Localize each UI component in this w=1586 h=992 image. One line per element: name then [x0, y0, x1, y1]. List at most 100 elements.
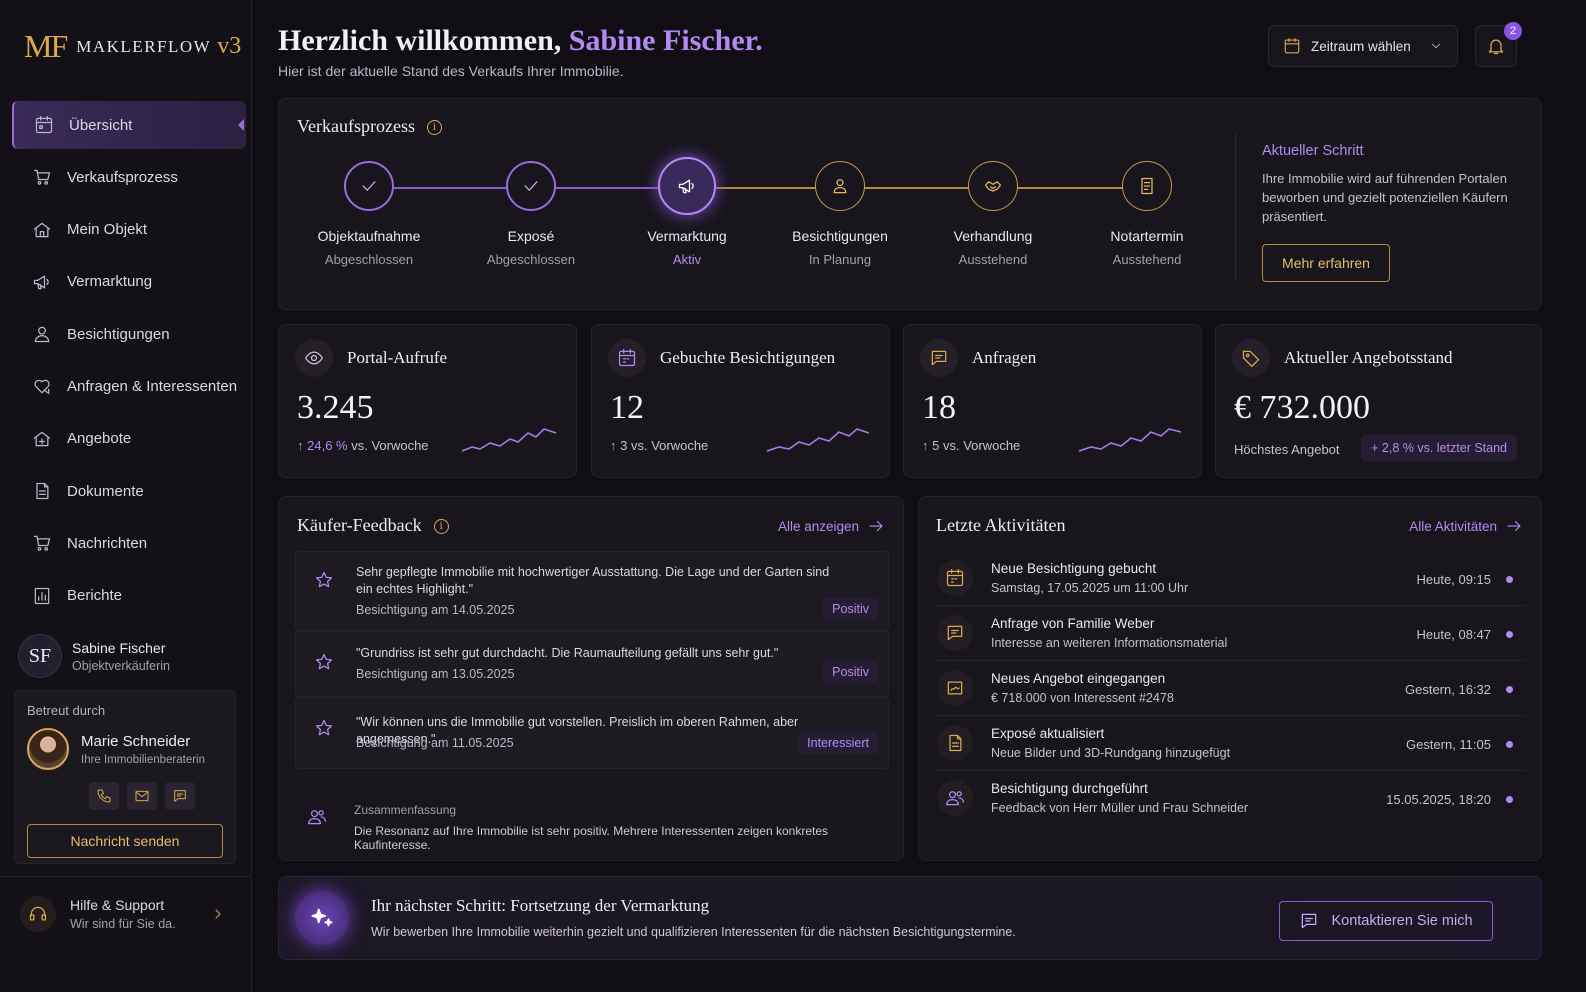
sidebar-item-anfragen[interactable]: Anfragen & Interessenten — [12, 362, 246, 410]
unread-dot — [1506, 576, 1513, 583]
calendar-icon — [608, 339, 646, 377]
activity-row[interactable]: Besichtigung durchgeführt Feedback von H… — [935, 771, 1527, 826]
kpi-value: 18 — [922, 389, 956, 426]
logo-mark: MF — [24, 28, 68, 64]
process-step[interactable]: Exposé Abgeschlossen — [451, 161, 611, 267]
unread-dot — [1506, 686, 1513, 693]
avatar: SF — [18, 634, 62, 678]
sidebar-item-uebersicht[interactable]: Übersicht — [12, 101, 246, 149]
megaphone-icon — [33, 275, 49, 290]
step-name: Notartermin — [1110, 228, 1184, 244]
notifications-button[interactable]: 2 — [1475, 22, 1522, 67]
divider — [1235, 131, 1236, 281]
feedback-item[interactable]: Sehr gepflegte Immobilie mit hochwertige… — [295, 551, 889, 631]
step-name: Vermarktung — [647, 228, 727, 244]
kpi-card-offer[interactable]: Aktueller Angebotsstand € 732.000 Höchst… — [1215, 324, 1542, 478]
sidebar-item-verkaufsprozess[interactable]: Verkaufsprozess — [12, 153, 246, 201]
chevron-down-icon — [1432, 43, 1440, 49]
kpi-badge: + 2,8 % vs. letzter Stand — [1361, 435, 1517, 461]
period-select[interactable]: Zeitraum wählen — [1268, 25, 1458, 67]
sidebar-item-vermarktung[interactable]: Vermarktung — [12, 258, 246, 306]
sidebar-item-berichte[interactable]: Berichte — [12, 572, 246, 620]
chat-icon — [1302, 913, 1317, 929]
step-circle — [1122, 161, 1172, 211]
send-message-button[interactable]: Nachricht senden — [27, 824, 223, 858]
all-activities-link[interactable]: Alle Aktivitäten — [1409, 517, 1523, 535]
activity-detail: Samstag, 17.05.2025 um 11:00 Uhr — [991, 581, 1189, 595]
feedback-item[interactable]: "Grundriss ist sehr gut durchdacht. Die … — [295, 631, 889, 697]
contact-me-button[interactable]: Kontaktieren Sie mich — [1279, 901, 1493, 941]
chat-button[interactable] — [165, 782, 195, 810]
chat-icon — [920, 339, 958, 377]
feedback-date: Besichtigung am 13.05.2025 — [356, 667, 515, 681]
activity-row[interactable]: Neues Angebot eingegangen € 718.000 von … — [935, 661, 1527, 716]
sidebar-item-label: Übersicht — [69, 116, 133, 134]
sidebar-item-label: Angebote — [67, 430, 132, 448]
activity-row[interactable]: Anfrage von Familie Weber Interesse an w… — [935, 606, 1527, 661]
process-step[interactable]: Objektaufnahme Abgeschlossen — [289, 161, 449, 267]
info-icon[interactable]: i — [426, 120, 442, 135]
sidebar-item-nachrichten[interactable]: Nachrichten — [12, 519, 246, 567]
activity-row[interactable]: Exposé aktualisiert Neue Bilder und 3D-R… — [935, 716, 1527, 771]
user-role: Objektverkäuferin — [72, 658, 170, 673]
learn-more-button[interactable]: Mehr erfahren — [1262, 244, 1390, 282]
headset-icon — [20, 895, 56, 932]
house-icon — [33, 222, 51, 237]
step-name: Exposé — [507, 228, 555, 244]
logo[interactable]: MF MAKLERFLOW v3 — [24, 28, 241, 65]
arrow-right-icon — [869, 520, 883, 532]
process-title: Verkaufsprozess i — [297, 116, 442, 137]
sidebar-item-besichtigungen[interactable]: Besichtigungen — [12, 310, 246, 358]
star-icon — [315, 571, 333, 588]
period-label: Zeitraum wählen — [1311, 38, 1411, 54]
process-step[interactable]: Notartermin Ausstehend — [1067, 161, 1227, 267]
logo-text: MAKLERFLOW — [76, 36, 212, 56]
kpi-card-viewings[interactable]: Gebuchte Besichtigungen 12 ↑ 3 vs. Vorwo… — [591, 324, 890, 478]
kpi-label: Aktueller Angebotsstand — [1284, 348, 1453, 367]
kpi-delta-suffix: vs. Vorwoche — [347, 438, 429, 453]
person-icon — [833, 179, 847, 194]
buyer-feedback-card: Käufer-Feedback i Alle anzeigen Sehr gepf… — [278, 496, 904, 861]
info-icon[interactable]: i — [433, 519, 449, 534]
sidebar-item-dokumente[interactable]: Dokumente — [12, 467, 246, 515]
advisor-role: Ihre Immobilienberaterin — [81, 753, 206, 766]
star-icon — [315, 719, 333, 736]
sidebar-item-label: Besichtigungen — [67, 325, 170, 343]
activity-time: Heute, 09:15 — [1416, 572, 1491, 587]
mail-icon — [135, 790, 149, 802]
step-status: Aktiv — [672, 252, 702, 267]
process-step[interactable]: Besichtigungen In Planung — [760, 161, 920, 267]
arrow-up-icon: ↑ — [610, 438, 617, 453]
call-button[interactable] — [89, 782, 119, 810]
step-circle — [815, 161, 865, 211]
feedback-badge: Interessiert — [798, 732, 878, 754]
cart-icon — [33, 170, 51, 186]
person-icon — [34, 326, 50, 343]
step-name: Objektaufnahme — [317, 228, 421, 244]
feedback-item[interactable]: "Wir können uns die Immobilie gut vorste… — [295, 697, 889, 769]
activity-time: 15.05.2025, 18:20 — [1386, 792, 1491, 807]
recent-activities-card: Letzte Aktivitäten Alle Aktivitäten Neue… — [918, 496, 1542, 861]
people-icon — [308, 810, 326, 825]
sidebar-item-angebote[interactable]: Angebote — [12, 415, 246, 463]
sidebar-item-mein-objekt[interactable]: Mein Objekt — [12, 206, 246, 254]
current-user[interactable]: SF Sabine Fischer Objektverkäuferin — [18, 634, 170, 678]
kpi-delta: ↑ 5 vs. Vorwoche — [922, 438, 1020, 453]
kpi-delta-suffix: vs. Vorwoche — [939, 438, 1021, 453]
show-all-link[interactable]: Alle anzeigen — [778, 517, 885, 535]
kpi-value: 12 — [610, 389, 644, 426]
kpi-card-portal-views[interactable]: Portal-Aufrufe 3.245 ↑ 24,6 % vs. Vorwoc… — [278, 324, 577, 478]
process-step[interactable]: Verhandlung Ausstehend — [913, 161, 1073, 267]
feedback-badge: Positiv — [823, 598, 878, 620]
activity-row[interactable]: Neue Besichtigung gebucht Samstag, 17.05… — [935, 551, 1527, 606]
help-support[interactable]: Hilfe & Support Wir sind für Sie da. — [0, 876, 252, 950]
email-button[interactable] — [127, 782, 157, 810]
kpi-card-requests[interactable]: Anfragen 18 ↑ 5 vs. Vorwoche — [903, 324, 1202, 478]
chat-icon — [174, 790, 186, 802]
step-connector-pending — [716, 187, 1144, 189]
step-name: Verhandlung — [953, 228, 1033, 244]
process-step[interactable]: Vermarktung Aktiv — [607, 157, 767, 267]
signature-icon — [937, 670, 973, 706]
feedback-title-text: Käufer-Feedback — [297, 515, 422, 535]
advisor-avatar — [27, 728, 69, 770]
